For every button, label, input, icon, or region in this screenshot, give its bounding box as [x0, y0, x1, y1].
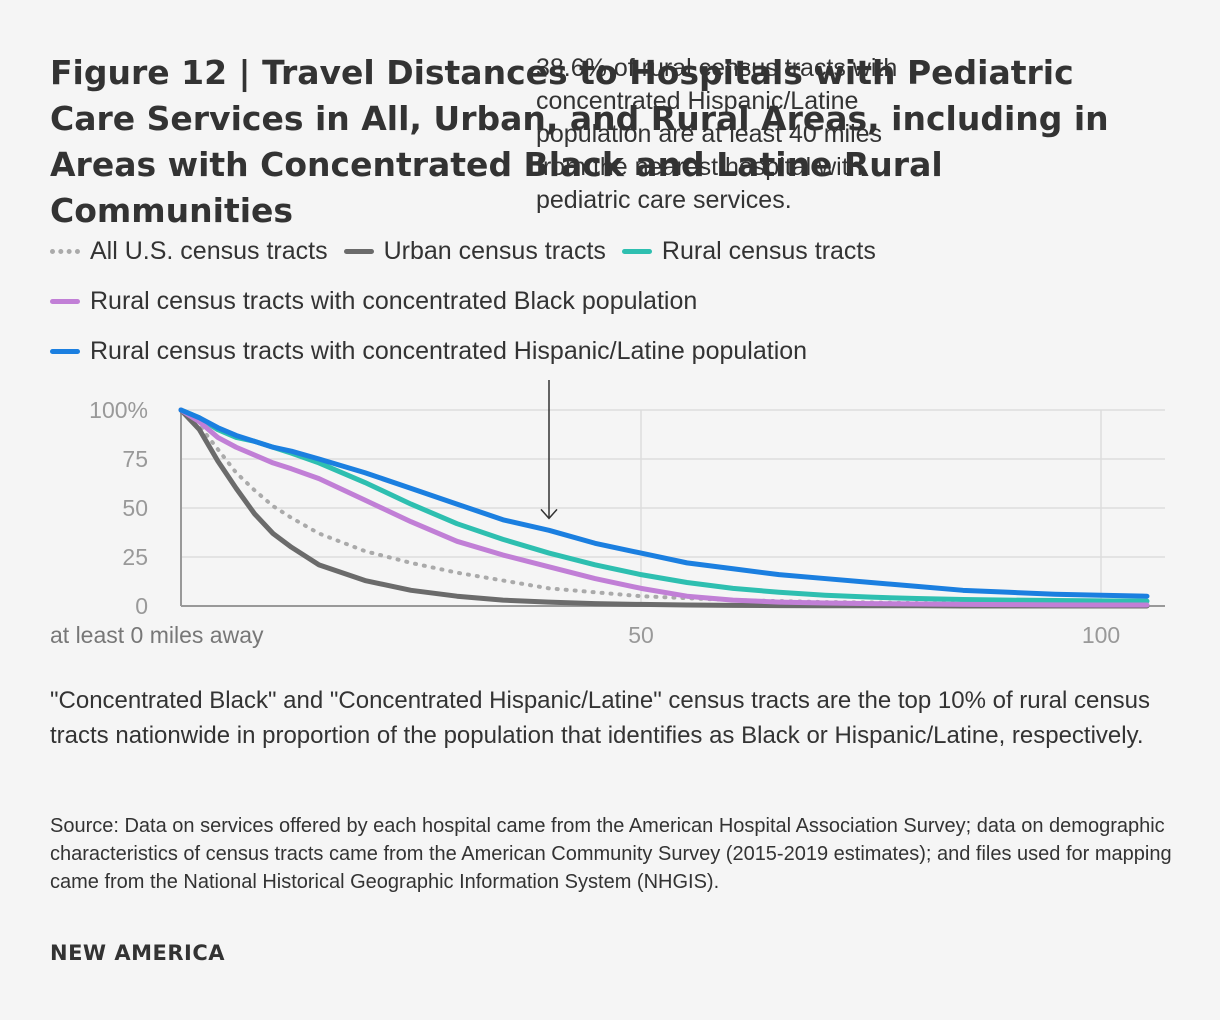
legend-label-urban: Urban census tracts	[383, 236, 606, 265]
legend-row: All U.S. census tracts Urban census trac…	[50, 226, 892, 276]
legend-swatch-rural-black	[50, 298, 80, 304]
y-tick-label: 50	[122, 495, 148, 521]
series-line-2	[178, 407, 1150, 604]
annotation-arrowhead	[540, 508, 558, 520]
y-tick-label: 25	[122, 544, 148, 570]
legend-item-rural-black[interactable]: Rural census tracts with concentrated Bl…	[50, 287, 697, 316]
y-tick-label: 75	[122, 446, 148, 472]
legend-label-rural-latine: Rural census tracts with concentrated Hi…	[90, 336, 808, 365]
x-tick-label: at least 0 miles away	[50, 622, 264, 648]
legend-row: Rural census tracts with concentrated Hi…	[50, 326, 892, 376]
series-line-3	[178, 407, 1150, 608]
legend-swatch-all	[50, 248, 80, 254]
brand-logo: NEW AMERICA	[50, 941, 226, 965]
x-tick-label: 50	[628, 622, 654, 648]
chart-annotation: 38.6% of rural census tracts with concen…	[536, 54, 898, 214]
chart-legend: All U.S. census tracts Urban census trac…	[50, 226, 892, 376]
legend-swatch-rural-latine	[50, 348, 80, 354]
x-tick-label: 100	[1082, 622, 1120, 648]
legend-row: Rural census tracts with concentrated Bl…	[50, 276, 892, 326]
y-tick-label: 100%	[89, 397, 148, 423]
series-line-4	[178, 407, 1150, 599]
legend-item-rural[interactable]: Rural census tracts	[621, 236, 876, 266]
series-line-0	[179, 408, 1149, 607]
legend-label-rural-black: Rural census tracts with concentrated Bl…	[90, 286, 698, 315]
line-chart: 0 25 50 75 100% at least 0 miles away 50 100	[50, 380, 1165, 648]
source-note: Source: Data on services offered by each…	[50, 815, 1172, 893]
legend-item-rural-latine[interactable]: Rural census tracts with concentrated Hi…	[50, 337, 807, 366]
chart-note: "Concentrated Black" and "Concentrated H…	[50, 687, 1151, 749]
legend-label-all: All U.S. census tracts	[90, 236, 328, 265]
figure-title: Figure 12 | Travel Distances to Hospital…	[50, 53, 1109, 230]
legend-item-all[interactable]: All U.S. census tracts	[50, 237, 328, 266]
y-tick-label: 0	[135, 593, 148, 619]
legend-swatch-rural	[621, 248, 652, 254]
legend-swatch-urban	[343, 248, 374, 254]
legend-label-rural: Rural census tracts	[661, 236, 876, 265]
legend-item-urban[interactable]: Urban census tracts	[343, 236, 606, 266]
